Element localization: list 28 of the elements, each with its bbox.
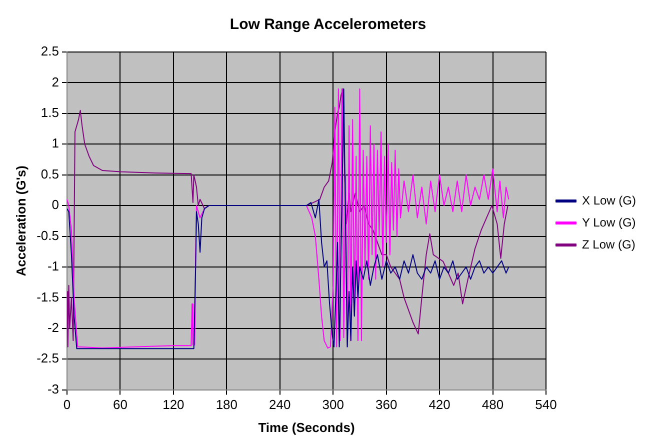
x-tick-label: 60: [112, 397, 128, 412]
legend-label: Z Low (G): [582, 237, 636, 252]
legend-label: X Low (G): [582, 193, 636, 208]
x-tick-label: 0: [63, 397, 71, 412]
y-tick-label: 1.5: [40, 104, 59, 120]
y-tick-label: 1: [52, 136, 59, 151]
legend-label: Y Low (G): [582, 215, 636, 230]
y-tick-label: -0.5: [36, 228, 59, 243]
y-tick-label: 2.5: [40, 44, 59, 59]
y-tick-label: -2: [47, 320, 59, 335]
x-tick-label: 540: [535, 397, 557, 412]
x-tick-label: 360: [375, 397, 398, 412]
x-tick-label: 180: [216, 397, 238, 412]
y-tick-label: 0: [52, 197, 59, 212]
x-tick-label: 240: [269, 397, 291, 412]
x-tick-label: 300: [322, 397, 344, 412]
y-tick-label: -1: [47, 258, 59, 274]
y-axis-title: Acceleration (G's): [13, 166, 28, 276]
y-tick-label: -1.5: [36, 289, 59, 304]
y-tick-label: 2: [52, 74, 59, 90]
x-tick-label: 420: [428, 397, 450, 412]
y-tick-label: -2.5: [36, 350, 59, 366]
y-tick-label: 0.5: [40, 166, 59, 182]
y-tick-label: -3: [47, 381, 59, 396]
x-tick-label: 480: [482, 397, 504, 412]
x-tick-label: 120: [162, 397, 184, 412]
chart-title: Low Range Accelerometers: [230, 16, 426, 34]
x-axis-title: Time (Seconds): [258, 420, 355, 435]
